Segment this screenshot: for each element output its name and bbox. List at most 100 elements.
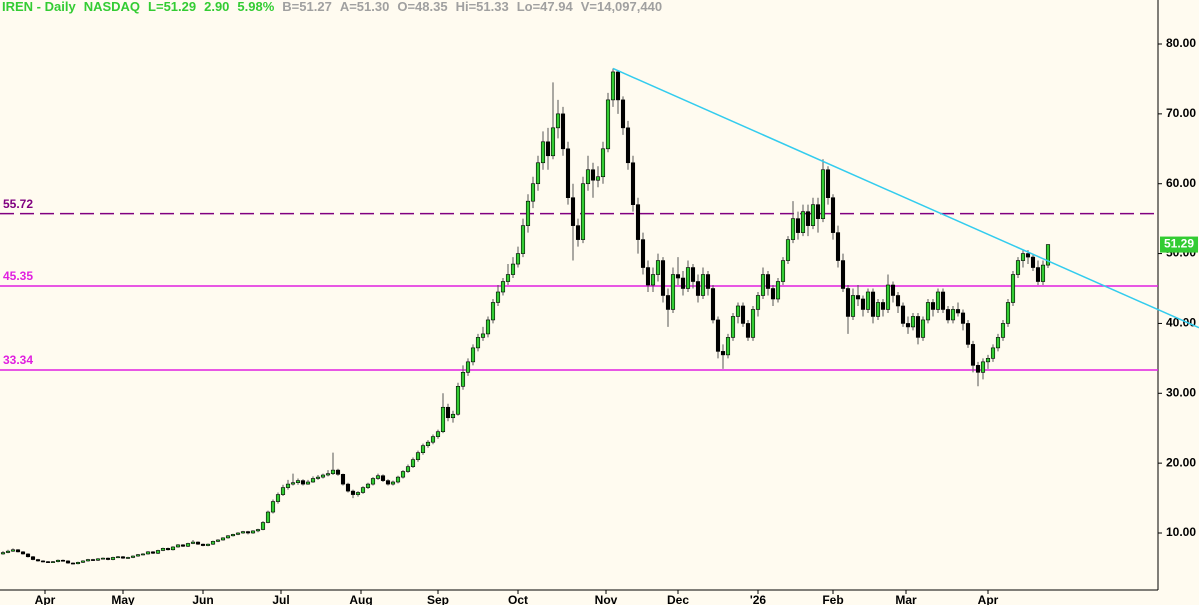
candle-body [30, 556, 36, 560]
candle-body [895, 295, 901, 307]
candle-body [755, 295, 761, 310]
candle-body [535, 162, 541, 185]
trendline [612, 67, 1199, 329]
candle-body [260, 522, 266, 530]
candle-body [805, 211, 811, 226]
candle-body [850, 295, 856, 317]
candle-body [675, 274, 681, 279]
candle-body [5, 550, 11, 553]
candle-body [0, 552, 6, 555]
candle-body [50, 561, 56, 563]
candle-body [85, 559, 91, 562]
candle-body [795, 218, 801, 233]
candle-body [960, 312, 966, 324]
candle-body [200, 543, 206, 546]
candle-body [1015, 260, 1021, 275]
candle-body [500, 281, 506, 293]
candle-body [890, 284, 896, 296]
candle-body [490, 302, 496, 321]
candle-body [870, 291, 876, 317]
candle-body [145, 551, 151, 555]
candle-body [650, 274, 656, 286]
candle-body [380, 475, 386, 481]
candle-body [720, 351, 726, 356]
x-tick-label: Nov [595, 593, 618, 605]
candle-body [725, 337, 731, 356]
candle-body [295, 480, 301, 484]
candle-body [750, 309, 756, 338]
candle-body [975, 365, 981, 373]
candle-body [865, 291, 871, 310]
candle-body [480, 333, 486, 338]
candle-body [75, 562, 81, 565]
candle-body [930, 302, 936, 310]
header-stat: Lo=47.94 [517, 0, 574, 14]
candle-body [915, 316, 921, 338]
candle-body [150, 551, 156, 554]
candle-body [460, 372, 466, 387]
candle-body [520, 225, 526, 254]
header-stat: O=48.35 [397, 0, 447, 14]
y-tick-label: 20.00 [1166, 455, 1196, 469]
y-tick-label: 80.00 [1166, 36, 1196, 50]
header: IREN - Daily NASDAQ L=51.29 2.90 5.98% B=51.2… [2, 0, 662, 14]
candle-body [775, 281, 781, 300]
candle-body [935, 291, 941, 310]
candle-body [970, 344, 976, 366]
candle-body [945, 309, 951, 321]
candle-body [950, 309, 956, 321]
candle-body [610, 71, 616, 101]
candle-body [255, 529, 261, 532]
candle-body [800, 211, 806, 233]
x-tick-label: Oct [508, 593, 528, 605]
header-stat: B=51.27 [282, 0, 332, 14]
candle-body [910, 316, 916, 328]
candle-body [955, 309, 961, 314]
candle-body [1025, 253, 1031, 258]
candle-body [115, 556, 121, 559]
candle-body [485, 319, 491, 335]
candle-body [70, 562, 76, 565]
candle-body [815, 204, 821, 219]
candle-body [315, 476, 321, 479]
candle-body [430, 436, 436, 443]
candle-body [980, 361, 986, 373]
candle-body [565, 148, 571, 198]
level-label: 55.72 [3, 197, 33, 211]
candle-body [570, 197, 576, 226]
candle-body [100, 557, 106, 560]
candle-body [360, 487, 366, 493]
candle-body [385, 480, 391, 485]
candle-body [155, 550, 161, 554]
candle-body [1000, 323, 1006, 338]
y-tick-label: 10.00 [1166, 525, 1196, 539]
candle-body [415, 452, 421, 460]
candle-body [230, 534, 236, 537]
candle-body [580, 183, 586, 240]
candle-body [1005, 302, 1011, 324]
header-stat: A=51.30 [340, 0, 390, 14]
candle-body [175, 544, 181, 548]
candle-body [310, 478, 316, 483]
candle-body [940, 291, 946, 310]
candle-body [240, 531, 246, 534]
candle-body [665, 295, 671, 310]
candle-body [510, 263, 516, 275]
candle-body [170, 546, 176, 551]
candle-body [740, 305, 746, 324]
candle-body [265, 511, 271, 523]
candle-body [25, 553, 31, 558]
candle-body [400, 471, 406, 478]
candle-body [830, 197, 836, 233]
candle-body [710, 288, 716, 321]
x-tick-label: Jun [192, 593, 213, 605]
candle-body [990, 347, 996, 359]
candle-body [545, 141, 551, 157]
candle-body [300, 480, 306, 485]
level-label: 45.35 [3, 269, 33, 283]
candle-body [135, 554, 141, 557]
candle-body [820, 169, 826, 219]
candle-body [10, 549, 16, 552]
candle-body [680, 277, 686, 289]
candle-body [735, 305, 741, 317]
